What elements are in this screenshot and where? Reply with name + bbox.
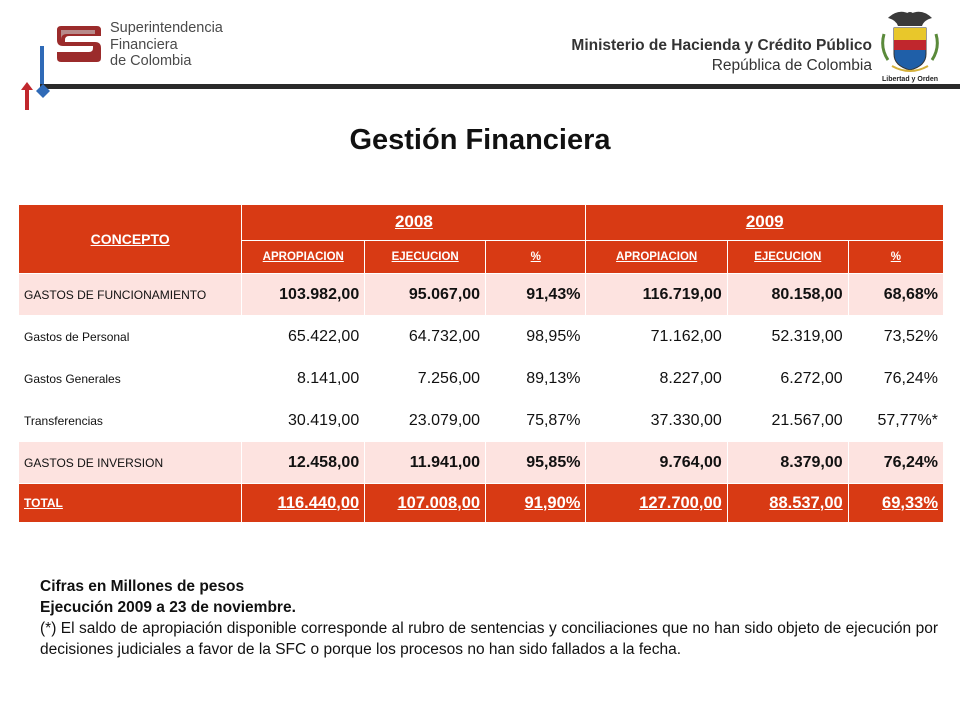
year-header-2008: 2008 bbox=[241, 204, 587, 241]
ministry-block: Ministerio de Hacienda y Crédito Público… bbox=[571, 36, 872, 76]
cell-value: 6.272,00 bbox=[726, 357, 849, 400]
cell-value: 37.330,00 bbox=[585, 399, 728, 442]
cell-value: 8.227,00 bbox=[585, 357, 728, 400]
total-value: 69,33% bbox=[847, 483, 945, 523]
total-value: 116.440,00 bbox=[241, 483, 366, 523]
row-label: GASTOS DE FUNCIONAMIENTO bbox=[17, 273, 243, 316]
republic-name: República de Colombia bbox=[711, 57, 872, 74]
cell-value: 11.941,00 bbox=[364, 441, 487, 484]
cell-value: 52.319,00 bbox=[726, 315, 849, 358]
table-row: GASTOS DE INVERSION 12.458,00 11.941,00 … bbox=[17, 441, 945, 484]
total-value: 127.700,00 bbox=[585, 483, 728, 523]
cell-value: 91,43% bbox=[485, 273, 587, 316]
cell-value: 30.419,00 bbox=[241, 399, 366, 442]
concept-header: CONCEPTO bbox=[17, 204, 243, 274]
total-label: TOTAL bbox=[17, 483, 243, 523]
footnotes: Cifras en Millones de pesos Ejecución 20… bbox=[40, 576, 938, 660]
cell-value: 95.067,00 bbox=[364, 273, 487, 316]
cell-value: 116.719,00 bbox=[585, 273, 728, 316]
page-title: Gestión Financiera bbox=[349, 124, 611, 156]
total-value: 107.008,00 bbox=[364, 483, 487, 523]
cell-value: 98,95% bbox=[485, 315, 587, 358]
red-arrow-icon bbox=[21, 82, 33, 110]
table-row: Transferencias 30.419,00 23.079,00 75,87… bbox=[17, 399, 945, 442]
logo-text: Superintendencia Financiera de Colombia bbox=[110, 20, 223, 70]
row-label: GASTOS DE INVERSION bbox=[17, 441, 243, 484]
note-units: Cifras en Millones de pesos bbox=[40, 578, 245, 595]
blue-diamond-icon bbox=[36, 84, 50, 98]
cell-value: 8.379,00 bbox=[726, 441, 849, 484]
crest-motto: Libertad y Orden bbox=[882, 76, 938, 83]
cell-value: 57,77%* bbox=[847, 399, 945, 442]
header-rule bbox=[40, 84, 960, 89]
row-label: Gastos Generales bbox=[17, 357, 243, 400]
cell-value: 71.162,00 bbox=[585, 315, 728, 358]
table-header-row-years: CONCEPTO 2008 2009 bbox=[17, 204, 944, 274]
total-row: TOTAL 116.440,00 107.008,00 91,90% 127.7… bbox=[17, 483, 945, 523]
total-value: 91,90% bbox=[485, 483, 587, 523]
cell-value: 76,24% bbox=[847, 357, 945, 400]
logo-line-2: Financiera bbox=[110, 36, 178, 53]
cell-value: 21.567,00 bbox=[726, 399, 849, 442]
cell-value: 75,87% bbox=[485, 399, 587, 442]
coat-of-arms-icon: Libertad y Orden bbox=[881, 11, 939, 83]
cell-value: 103.982,00 bbox=[241, 273, 366, 316]
cell-value: 12.458,00 bbox=[241, 441, 366, 484]
subheader-apropiacion-2008: APROPIACION bbox=[241, 239, 366, 274]
cell-value: 95,85% bbox=[485, 441, 587, 484]
cell-value: 8.141,00 bbox=[241, 357, 366, 400]
logo-line-3: de Colombia bbox=[110, 53, 192, 69]
ministry-name: Ministerio de Hacienda y Crédito Público bbox=[571, 37, 872, 54]
table-header-row-sub: APROPIACION EJECUCION % APROPIACION EJEC… bbox=[19, 239, 945, 274]
year-header-2009: 2009 bbox=[585, 204, 944, 241]
cell-value: 73,52% bbox=[847, 315, 945, 358]
subheader-apropiacion-2009: APROPIACION bbox=[585, 239, 728, 274]
cell-value: 80.158,00 bbox=[726, 273, 849, 316]
total-value: 88.537,00 bbox=[726, 483, 849, 523]
subheader-ejecucion-2009: EJECUCION bbox=[726, 239, 849, 274]
logo-line-1: Superintendencia bbox=[110, 20, 223, 36]
note-explanation: (*) El saldo de apropiación disponible c… bbox=[40, 620, 938, 658]
table-row: Gastos de Personal 65.422,00 64.732,00 9… bbox=[17, 315, 945, 358]
table-row: GASTOS DE FUNCIONAMIENTO 103.982,00 95.0… bbox=[17, 273, 945, 316]
cell-value: 9.764,00 bbox=[585, 441, 728, 484]
cell-value: 7.256,00 bbox=[364, 357, 487, 400]
note-date: Ejecución 2009 a 23 de noviembre. bbox=[40, 599, 296, 616]
table-row: Gastos Generales 8.141,00 7.256,00 89,13… bbox=[17, 357, 945, 400]
cell-value: 68,68% bbox=[847, 273, 945, 316]
subheader-percent-2008: % bbox=[485, 239, 587, 274]
cell-value: 64.732,00 bbox=[364, 315, 487, 358]
subheader-ejecucion-2008: EJECUCION bbox=[364, 239, 487, 274]
subheader-percent-2009: % bbox=[847, 239, 945, 274]
superintendencia-logo-icon bbox=[57, 26, 101, 62]
cell-value: 23.079,00 bbox=[364, 399, 487, 442]
cell-value: 76,24% bbox=[847, 441, 945, 484]
cell-value: 89,13% bbox=[485, 357, 587, 400]
row-label: Gastos de Personal bbox=[17, 315, 243, 358]
blue-vertical-bar bbox=[40, 46, 44, 90]
financial-table: CONCEPTO 2008 2009 APROPIACION EJECUCION… bbox=[17, 204, 945, 523]
cell-value: 65.422,00 bbox=[241, 315, 366, 358]
row-label: Transferencias bbox=[17, 399, 243, 442]
